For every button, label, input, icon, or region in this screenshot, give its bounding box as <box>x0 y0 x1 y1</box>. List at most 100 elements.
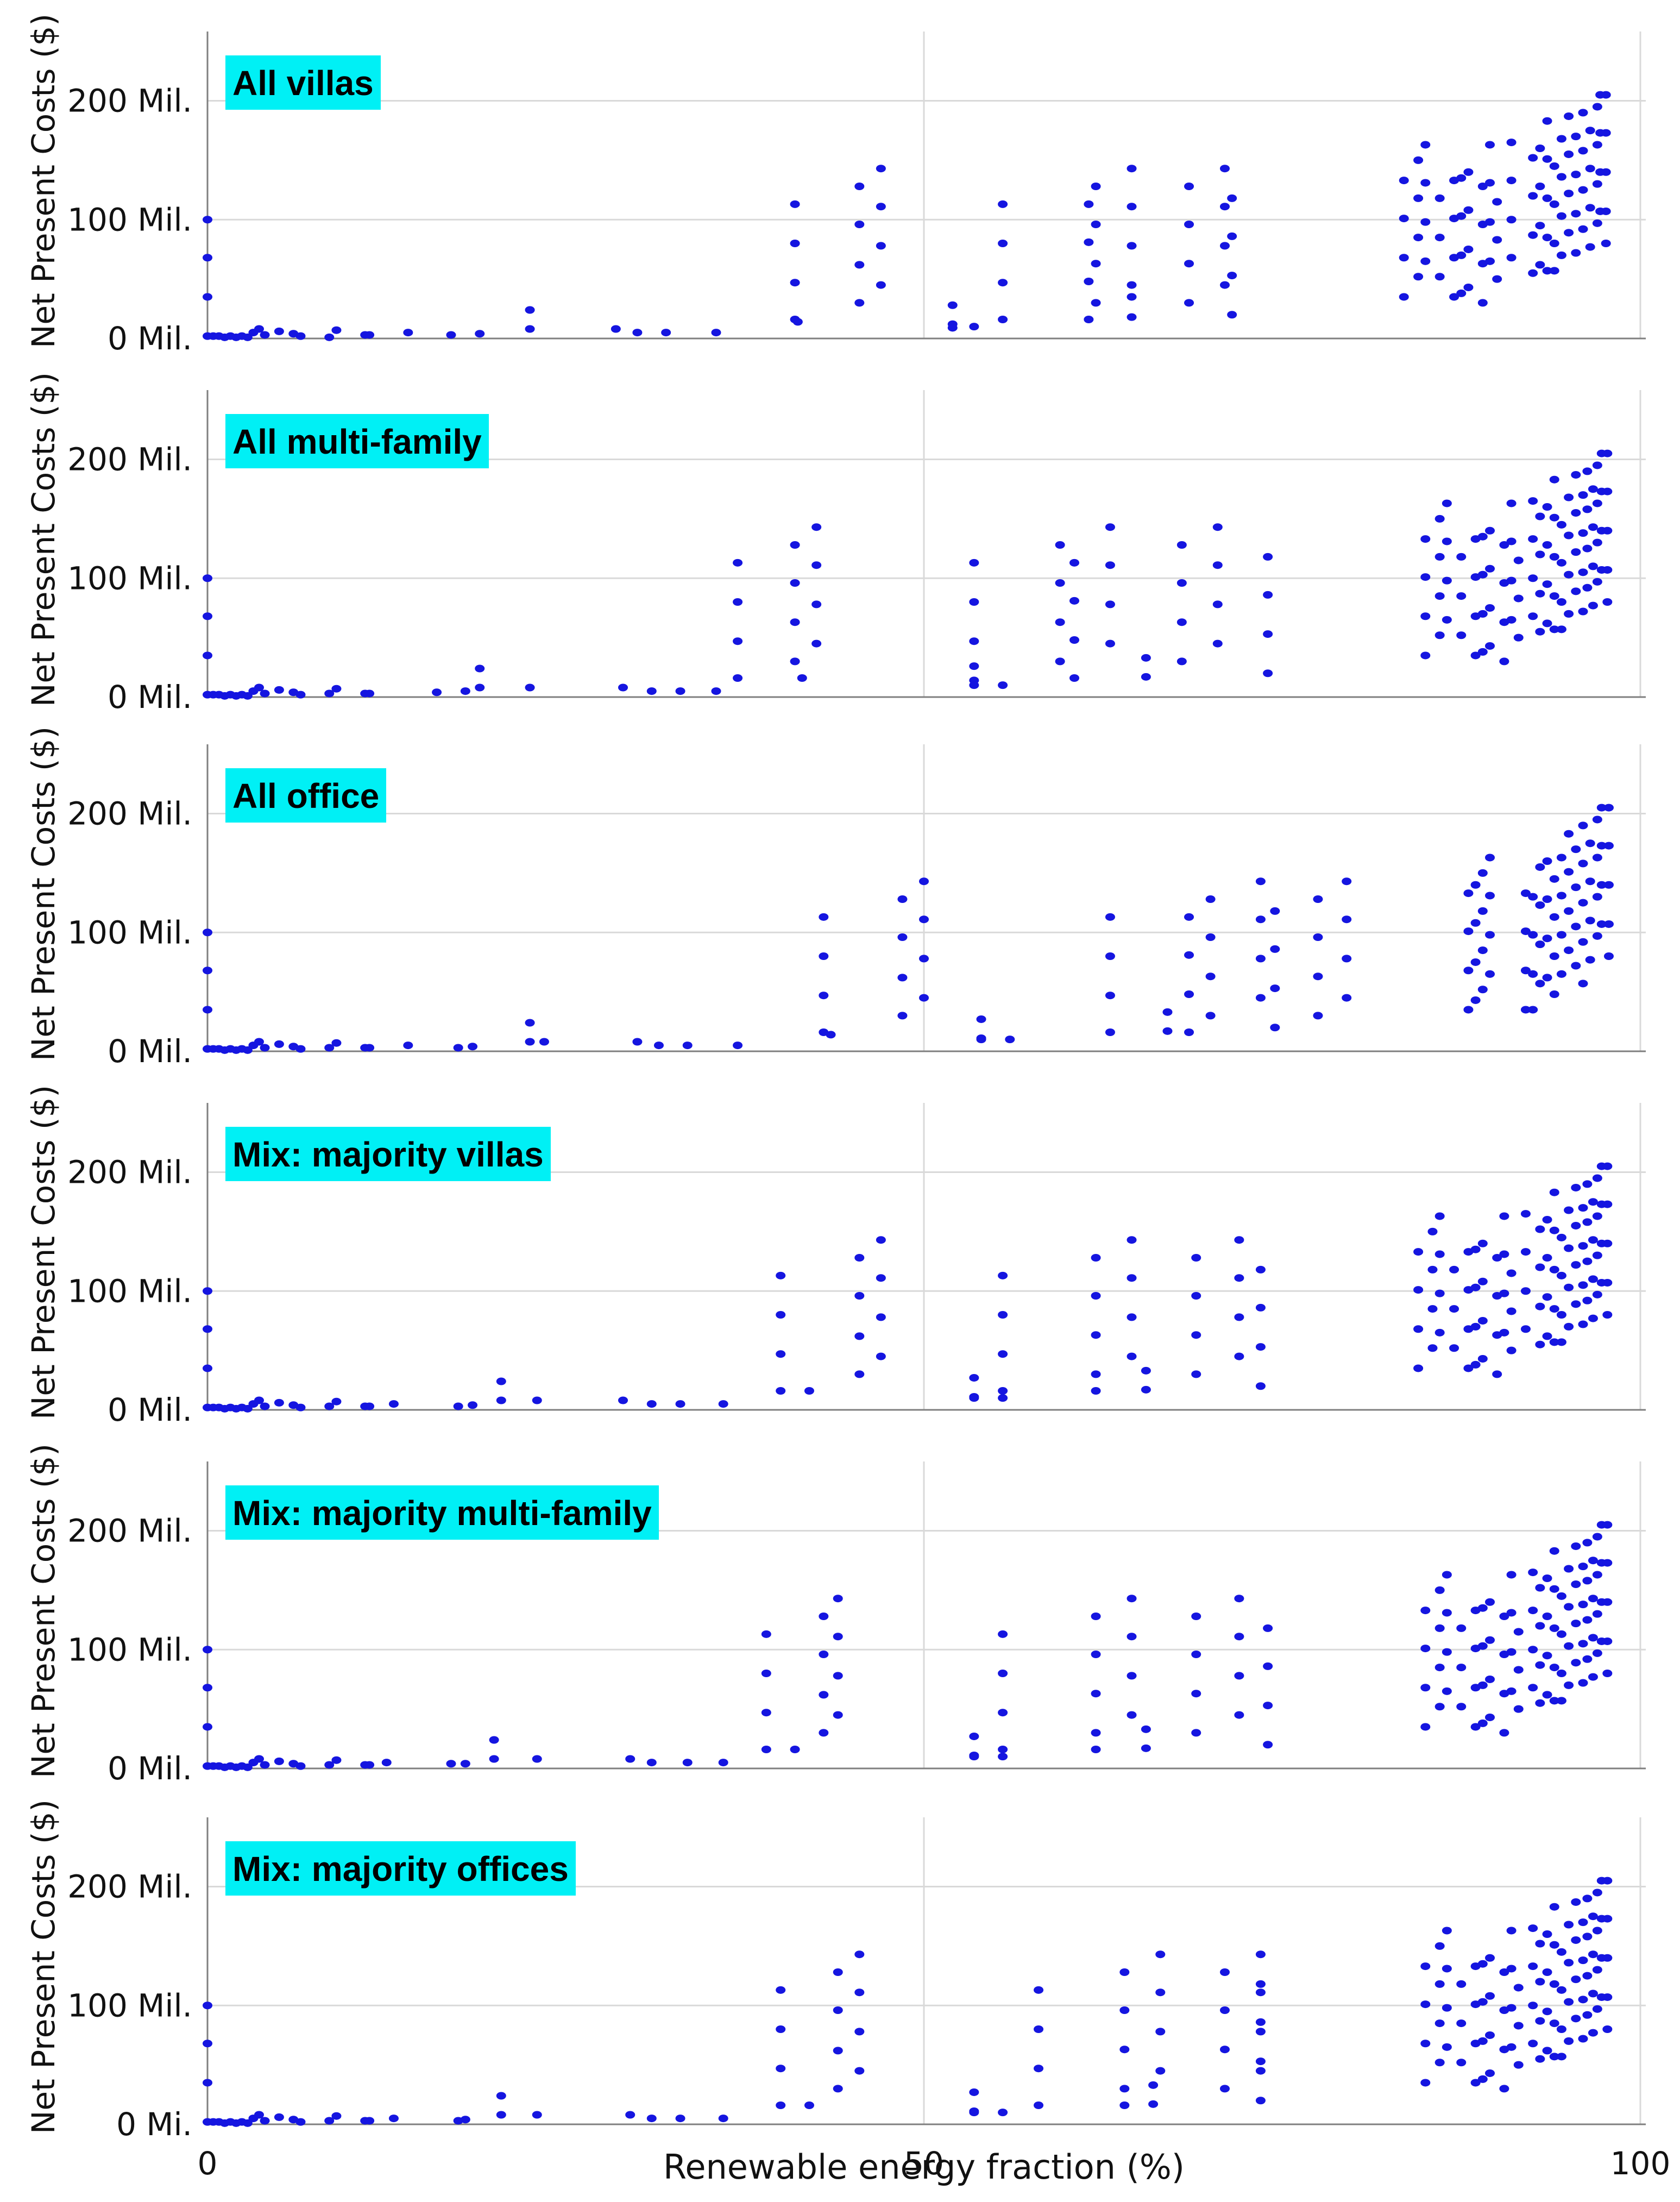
data-point <box>1588 1912 1598 1921</box>
data-point <box>1535 550 1545 559</box>
data-point <box>1434 273 1445 281</box>
data-point <box>1564 1565 1574 1573</box>
data-point <box>1556 598 1566 606</box>
data-point <box>833 1672 843 1680</box>
data-point <box>1127 1633 1137 1641</box>
data-point <box>364 2117 375 2125</box>
data-point <box>324 1402 335 1410</box>
data-point <box>1127 1672 1137 1680</box>
data-point <box>1191 1613 1201 1620</box>
data-point <box>1427 1305 1438 1313</box>
data-point <box>611 325 621 333</box>
data-point <box>1556 1592 1566 1600</box>
data-point <box>324 2117 335 2125</box>
data-point <box>1535 1225 1545 1233</box>
data-point <box>1564 190 1574 198</box>
data-point <box>1477 1354 1488 1363</box>
data-point <box>1582 1218 1593 1226</box>
data-point <box>1535 863 1545 871</box>
y-axis-label: Net Present Costs ($) <box>25 372 62 707</box>
data-point <box>1456 1664 1467 1672</box>
data-point <box>998 1350 1008 1358</box>
data-point <box>897 974 908 982</box>
data-point <box>1485 970 1495 978</box>
data-point <box>381 1759 392 1767</box>
data-point <box>1477 1998 1488 2006</box>
data-point <box>1564 1244 1574 1252</box>
data-point <box>1255 2057 1266 2066</box>
data-point <box>1564 150 1574 158</box>
series-points-mix-majority-multi-family <box>203 1521 1613 1771</box>
data-point <box>1588 1990 1598 1998</box>
data-point <box>919 955 929 963</box>
data-point <box>1582 1539 1593 1547</box>
data-point <box>1571 923 1581 931</box>
data-point <box>1342 994 1352 1002</box>
data-point <box>1442 1687 1452 1695</box>
data-point <box>1602 1954 1613 1962</box>
data-point <box>1528 574 1538 582</box>
data-point <box>1528 612 1538 620</box>
data-point <box>1127 1236 1137 1244</box>
y-tick-label-0: 0 Mil. <box>108 1033 192 1070</box>
data-point <box>1549 1980 1559 1988</box>
data-point <box>1506 1307 1517 1315</box>
data-point <box>1506 139 1517 147</box>
data-point <box>1520 1287 1531 1295</box>
data-point <box>364 689 375 698</box>
data-point <box>1549 952 1559 960</box>
data-point <box>718 1759 728 1767</box>
data-point <box>1564 1283 1574 1291</box>
data-point <box>1456 1980 1467 1988</box>
data-point <box>1413 1286 1424 1294</box>
data-point <box>1542 580 1552 588</box>
data-point <box>1588 1314 1598 1322</box>
data-point <box>1255 955 1266 963</box>
data-point <box>1119 2046 1130 2054</box>
data-point <box>1602 1637 1613 1645</box>
data-point <box>475 330 485 338</box>
data-point <box>1582 584 1593 592</box>
data-point <box>1556 212 1566 220</box>
data-point <box>1535 589 1545 598</box>
data-point <box>1592 1174 1602 1182</box>
y-tick-label-100: 100 Mil. <box>67 560 192 597</box>
data-point <box>242 1763 253 1771</box>
data-point <box>254 1396 264 1404</box>
panel-all-office: 0 Mil. 100 Mil. 200 Mil.Net Present Costs … <box>25 726 1646 1070</box>
data-point <box>1556 1271 1566 1279</box>
data-point <box>1141 673 1151 681</box>
data-point <box>1069 559 1079 567</box>
data-point <box>1528 269 1538 277</box>
data-point <box>324 333 335 341</box>
data-point <box>1420 257 1431 265</box>
data-point <box>1034 2025 1044 2033</box>
data-point <box>1191 1370 1201 1378</box>
data-point <box>1470 881 1481 889</box>
data-point <box>969 1732 979 1740</box>
data-point <box>475 683 485 692</box>
data-point <box>525 306 535 314</box>
data-point <box>790 1746 800 1753</box>
data-point <box>833 2006 843 2014</box>
x-axis-label: Renewable energy fraction (%) <box>663 2147 1185 2187</box>
y-tick-label-200: 200 Mil. <box>67 795 192 832</box>
data-point <box>1571 962 1581 970</box>
data-point <box>1602 1877 1613 1885</box>
series-points-all-office <box>203 804 1614 1054</box>
data-point <box>1528 497 1538 505</box>
data-point <box>618 1396 628 1404</box>
data-point <box>1456 553 1467 561</box>
data-point <box>998 279 1008 287</box>
data-point <box>1564 1206 1574 1214</box>
data-point <box>1528 2040 1538 2048</box>
data-point <box>1499 1729 1509 1737</box>
data-point <box>1442 1965 1452 1973</box>
data-point <box>661 329 671 337</box>
data-point <box>718 2115 728 2123</box>
data-point <box>1219 2006 1230 2014</box>
data-point <box>1542 857 1552 865</box>
data-point <box>1542 619 1552 628</box>
data-point <box>1342 915 1352 924</box>
data-point <box>1184 221 1194 228</box>
